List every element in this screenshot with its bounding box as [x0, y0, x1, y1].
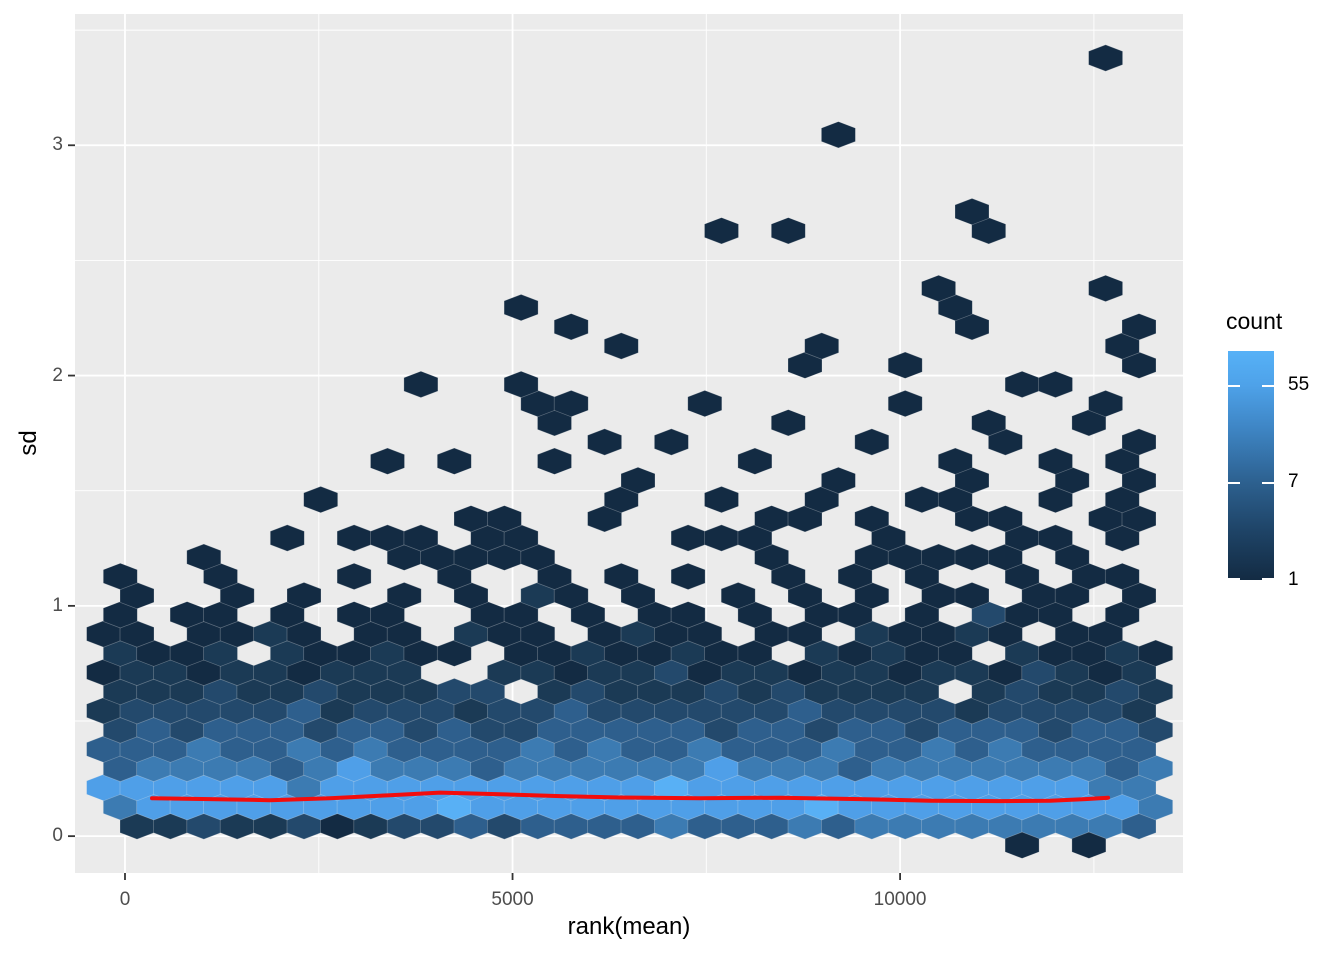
- hex-cell: [887, 351, 923, 379]
- hex-cell: [487, 505, 522, 533]
- hex-cell: [1121, 313, 1157, 341]
- legend-tick-label: 55: [1288, 373, 1310, 395]
- hex-cell: [336, 562, 372, 590]
- hex-cell: [553, 390, 589, 418]
- hex-cell: [670, 601, 706, 629]
- x-tick-label: 10000: [873, 889, 927, 910]
- hex-cell: [737, 447, 773, 475]
- legend-tick-label: 7: [1288, 470, 1299, 492]
- hex-cell: [303, 486, 339, 514]
- hex-cell: [403, 524, 439, 552]
- hex-cell: [436, 447, 472, 475]
- legend-tick-mark: [1228, 578, 1240, 580]
- legend-title: count: [1226, 308, 1283, 334]
- x-axis-title: rank(mean): [567, 913, 691, 940]
- hex-cell: [704, 486, 739, 514]
- hex-cell: [537, 447, 572, 475]
- hex-cell: [587, 428, 622, 456]
- hex-cell: [887, 390, 923, 418]
- hex-cell: [553, 313, 589, 341]
- hex-cell: [1071, 831, 1107, 859]
- hex-cell: [603, 332, 639, 360]
- y-axis-title: sd: [15, 430, 42, 456]
- hex-cell: [1038, 370, 1073, 398]
- legend-tick-mark: [1262, 578, 1274, 580]
- hex-cell: [854, 428, 890, 456]
- legend-colorbar: [1228, 351, 1274, 580]
- hex-cell: [1088, 274, 1123, 302]
- hex-cell: [971, 409, 1007, 437]
- y-tick-label: 0: [52, 825, 63, 847]
- hex-cell: [687, 390, 723, 418]
- hex-cell: [921, 274, 956, 302]
- x-tick-label: 0: [119, 889, 131, 910]
- legend: count 55 7 1: [1210, 300, 1344, 610]
- hex-cell: [1138, 639, 1174, 667]
- legend-tick-mark: [1262, 481, 1274, 484]
- x-tick-label: 5000: [491, 889, 534, 910]
- hex-cell: [937, 447, 973, 475]
- legend-tick-mark: [1228, 481, 1240, 484]
- y-tick-label: 3: [52, 134, 63, 156]
- legend-tick-mark: [1228, 384, 1240, 387]
- y-tick-label: 1: [52, 594, 63, 616]
- hex-cell: [670, 562, 706, 590]
- hex-cell: [403, 370, 439, 398]
- hex-cell: [770, 409, 806, 437]
- hex-cell: [988, 505, 1023, 533]
- hex-cell: [1104, 562, 1140, 590]
- hex-cell: [620, 466, 656, 494]
- hex-cell: [102, 562, 138, 590]
- smooth-line: [150, 790, 1111, 804]
- hex-cell: [1088, 44, 1123, 72]
- hex-cell: [821, 121, 856, 149]
- hex-cell: [503, 294, 539, 322]
- hex-cell: [854, 505, 890, 533]
- hex-cell: [1038, 447, 1073, 475]
- hex-cell: [654, 428, 689, 456]
- hex-cell: [1038, 524, 1073, 552]
- hex-cell: [954, 198, 990, 226]
- hex-cell: [954, 582, 990, 610]
- hex-cell: [770, 217, 806, 245]
- hex-cell: [804, 332, 840, 360]
- hex-cell: [503, 370, 539, 398]
- hex-cell: [720, 582, 756, 610]
- hex-cell: [1088, 390, 1123, 418]
- hex-cell: [704, 217, 739, 245]
- hex-cell: [370, 447, 405, 475]
- hex-cell: [603, 562, 639, 590]
- hex-cell: [186, 543, 222, 571]
- legend-tick-mark: [1262, 384, 1274, 387]
- hex-cell: [821, 466, 856, 494]
- legend-tick-label: 1: [1288, 569, 1299, 590]
- hex-cell: [386, 582, 422, 610]
- y-tick-label: 2: [52, 364, 63, 386]
- hex-cell: [269, 524, 305, 552]
- hex-cell: [286, 582, 322, 610]
- hex-cell: [1004, 831, 1040, 859]
- hex-cell: [1121, 428, 1157, 456]
